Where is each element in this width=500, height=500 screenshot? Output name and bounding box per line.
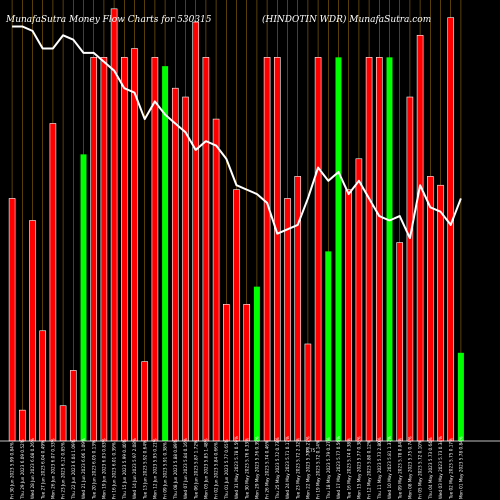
bar-red xyxy=(8,198,16,442)
x-tick-label: Mon 19 Jun 2023 6.03 0.83% xyxy=(102,438,107,499)
bar-red xyxy=(18,409,26,442)
x-tick-label: Tue 20 Jun 2023 6.05 0.13% xyxy=(91,440,96,500)
x-tick-label: Fri 02 Jun 2023 5.84 0.66% xyxy=(214,442,219,499)
bar-red xyxy=(426,176,434,442)
bar-red xyxy=(345,189,353,442)
bar-red xyxy=(233,189,240,442)
bar-red xyxy=(243,303,250,442)
x-tick-label: Wed 28 Jun 2023 6.08 0.26% xyxy=(30,438,35,499)
x-tick-label: Thu 11 May 2023 5.73 2.80% xyxy=(377,437,382,500)
x-tick-label: Fri 30 Jun 2023 5.99 0.84% xyxy=(10,442,15,499)
bar-red xyxy=(294,176,302,442)
x-tick-label: Thu 25 May 2023 5.72 0.73% xyxy=(275,437,280,500)
bar-red xyxy=(172,87,179,442)
x-tick-label: Tue 02 May 2023 5.75 0.17% xyxy=(448,438,453,500)
bar-red xyxy=(90,57,97,442)
bar-red xyxy=(406,96,414,442)
x-tick-label: Tue 23 May 2023 5.72 2.32% xyxy=(295,438,300,500)
bar-red xyxy=(355,158,363,442)
bar-red xyxy=(396,242,404,442)
bar-red xyxy=(121,57,128,442)
x-tick-label: Wed 24 May 2023 5.71 0.17% xyxy=(285,436,290,499)
x-tick-label: Mon 01 May 2023 5.78 0.84% xyxy=(459,436,464,499)
bar-green xyxy=(386,57,393,442)
bar-red xyxy=(365,57,373,442)
x-tick-label: Mon 29 May 2023 5.76 0.39% xyxy=(255,436,260,499)
x-tick-label: Wed 07 Jun 2023 5.84 0.16% xyxy=(183,438,188,499)
x-tick-label: Wed 10 May 2023 5.81 1.37% xyxy=(387,436,392,499)
x-tick-label: Thu 01 Jun 2023 5.77 0.65% xyxy=(224,439,229,500)
x-tick-label: Wed 21 Jun 2023 6.06 1.09% xyxy=(81,438,86,499)
bar-red xyxy=(202,57,210,442)
x-tick-label: Tue 30 May 2023 5.76 0.33% xyxy=(244,438,249,500)
x-tick-label: Thu 29 Jun 2023 6.09 0.52% xyxy=(20,439,25,500)
x-tick-label: Wed 14 Jun 2023 5.97 2.08% xyxy=(132,438,137,499)
bar-red xyxy=(192,21,199,442)
x-tick-label: Mon 05 Jun 2023 5.85 1.48% xyxy=(204,438,209,499)
line-layer xyxy=(12,25,462,240)
bar-red xyxy=(141,361,148,442)
bar-green xyxy=(162,66,169,442)
x-tick-label: Fri 16 Jun 2023 6.01 0.39% xyxy=(112,442,117,499)
bar-red xyxy=(131,48,138,442)
chart-annotation: 6.75 xyxy=(306,448,316,453)
x-tick-label: Fri 12 May 2023 5.80 0.12% xyxy=(367,440,372,499)
bar-red xyxy=(273,57,281,442)
x-tick-label: Fri 26 May 2023 5.74 0.46% xyxy=(265,440,270,499)
x-tick-label: Wed 17 May 2023 5.77 0.56% xyxy=(336,436,341,499)
bar-red xyxy=(59,405,67,442)
x-tick-label: Tue 16 May 2023 5.74 0.38% xyxy=(346,438,351,500)
x-tick-label: Wed 03 May 2023 5.73 0.34% xyxy=(438,436,443,499)
x-tick-label: Mon 26 Jun 2023 6.07 0.33% xyxy=(51,438,56,499)
bar-green xyxy=(457,352,464,441)
bar-red xyxy=(416,34,424,442)
bar-red xyxy=(39,330,47,442)
x-tick-label: Fri 19 May 2023 5.72 0.14% xyxy=(316,440,321,499)
bar-red xyxy=(100,57,108,442)
bar-red xyxy=(284,198,291,442)
chart-title-left: MunafaSutra Money Flow Charts for 530315 xyxy=(5,15,212,25)
x-tick-label: Mon 15 May 2023 5.77 0.38% xyxy=(357,436,362,499)
x-tick-label: Thu 18 May 2023 5.79 0.27% xyxy=(326,437,331,500)
x-tick-label: Thu 04 May 2023 5.73 0.64% xyxy=(428,437,433,500)
x-tick-label: Tue 27 Jun 2023 6.04 0.49% xyxy=(40,440,45,500)
x-tick-label: Tue 09 May 2023 5.78 0.84% xyxy=(397,438,402,500)
bar-green xyxy=(253,286,260,441)
x-tick-label: Tue 06 Jun 2023 5.87 1.72% xyxy=(193,440,198,500)
bar-red xyxy=(304,343,312,442)
bar-green xyxy=(335,57,342,442)
chart-title-right: (HINDOTIN WDR) MunafaSutra.com xyxy=(262,14,431,25)
x-tick-label: Fri 09 Jun 2023 5.91 0.38% xyxy=(163,442,168,499)
bar-red xyxy=(375,57,383,442)
x-tick-label: Thu 08 Jun 2023 5.88 0.89% xyxy=(173,439,178,500)
bar-red xyxy=(151,57,159,442)
bar-red xyxy=(223,303,230,442)
x-tick-label: Fri 23 Jun 2023 6.12 0.85% xyxy=(61,442,66,499)
tick-layer: Fri 30 Jun 2023 5.99 0.84% Thu 29 Jun 202… xyxy=(10,436,464,500)
bar-red xyxy=(447,17,455,442)
bar-layer xyxy=(8,8,464,442)
x-tick-label: Thu 22 Jun 2023 6.04 1.09% xyxy=(71,439,76,500)
bar-red xyxy=(70,370,77,442)
bar-red xyxy=(212,118,220,442)
x-tick-label: Mon 22 May 2023 5.70 0.27% xyxy=(306,436,311,499)
x-tick-label: Tue 13 Jun 2023 5.92 0.64% xyxy=(142,440,147,500)
x-tick-label: Mon 12 Jun 2023 5.95 0.21% xyxy=(153,438,158,499)
bar-green xyxy=(80,154,87,441)
bar-red xyxy=(437,184,444,442)
bar-red xyxy=(182,96,189,442)
bar-red xyxy=(29,220,36,442)
bar-red xyxy=(263,57,271,442)
x-tick-label: Mon 08 May 2023 5.75 0.74% xyxy=(408,436,413,499)
x-tick-label: Thu 15 Jun 2023 5.99 0.40% xyxy=(122,439,127,500)
bar-red xyxy=(49,123,57,442)
bar-red xyxy=(314,57,322,442)
bar-green xyxy=(325,251,332,441)
x-tick-label: Fri 05 May 2023 5.72 0.10% xyxy=(418,440,423,499)
x-tick-label: Wed 31 May 2023 5.78 0.59% xyxy=(234,436,239,499)
